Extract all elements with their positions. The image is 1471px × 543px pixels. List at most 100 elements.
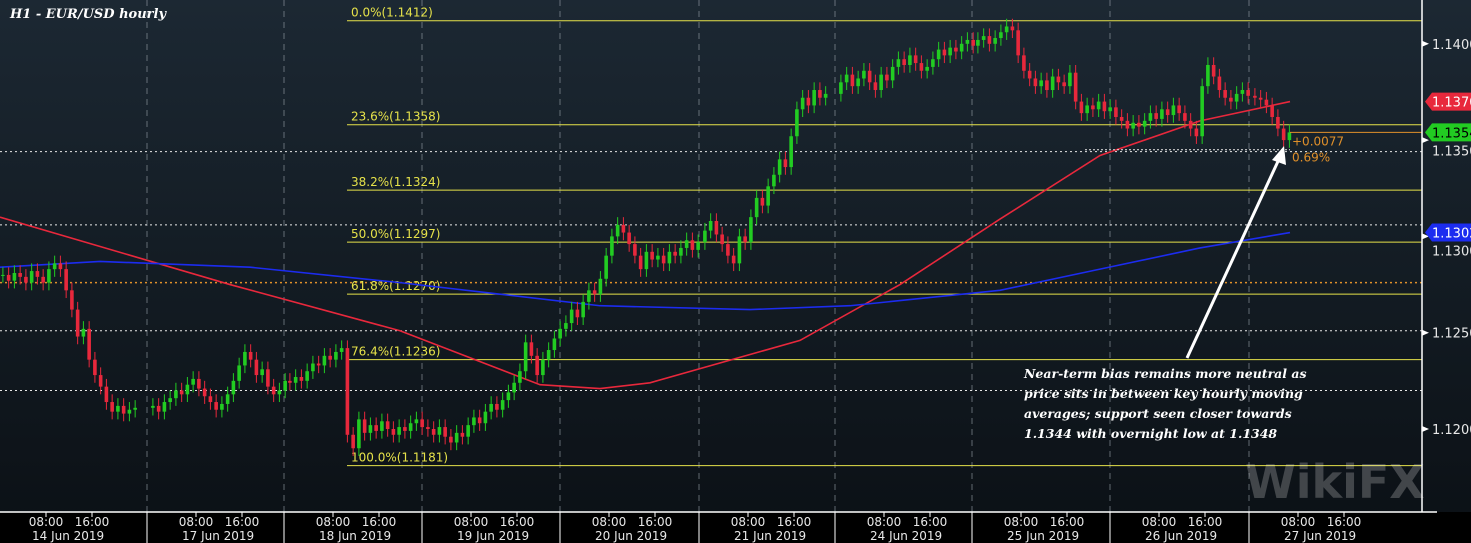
candle-body (368, 425, 373, 433)
y-tick-label: 1.1250 (1432, 327, 1471, 342)
candle-body (1027, 70, 1032, 79)
candle-body (1177, 105, 1181, 114)
candle-body (971, 39, 975, 46)
candle-body (98, 375, 103, 387)
candle-body (754, 197, 759, 218)
candle-body (1022, 55, 1026, 71)
candle-body (931, 59, 935, 67)
x-date-label: 21 Jun 2019 (734, 529, 806, 543)
candle-body (1119, 116, 1124, 121)
candle-body (856, 78, 860, 87)
x-hour-label: 08:00 (731, 515, 766, 529)
candle-body (633, 244, 637, 256)
x-hour-label: 16:00 (1188, 515, 1223, 529)
candle-body (999, 32, 1003, 39)
candle-body (976, 39, 980, 46)
candle-body (783, 159, 788, 168)
candle-body (661, 255, 666, 264)
candle-body (237, 365, 241, 381)
x-hour-label: 08:00 (1004, 515, 1039, 529)
candle-body (75, 309, 80, 337)
candle-body (529, 342, 534, 356)
candle-body (720, 234, 724, 245)
candle-body (225, 394, 230, 404)
candle-body (862, 70, 866, 79)
candle-body (703, 230, 707, 243)
candle-body (604, 255, 608, 279)
candle-body (993, 38, 997, 44)
candle-body (214, 402, 218, 410)
candle-body (18, 272, 22, 277)
candle-body (431, 429, 436, 435)
x-hour-label: 16:00 (1327, 515, 1362, 529)
blue-moving-average (0, 231, 1291, 311)
candle-body (477, 417, 482, 424)
candle-body (41, 276, 45, 283)
candle-body (818, 90, 822, 98)
fib-label: 38.2%(1.1324) (351, 175, 440, 189)
candle-body (541, 359, 545, 376)
fib-label: 76.4%(1.1236) (351, 345, 440, 359)
candle-body (867, 70, 872, 83)
candle-body (328, 355, 332, 360)
candle-body (981, 36, 986, 40)
candle-body (1125, 120, 1130, 129)
candle-body (1137, 122, 1141, 127)
candle-body (902, 59, 906, 65)
candle-body (58, 263, 63, 270)
candle-body (52, 263, 57, 270)
candle-body (81, 328, 86, 337)
candle-body (925, 66, 929, 71)
y-tick-label: 1.1400 (1432, 38, 1471, 53)
candle-body (844, 74, 849, 83)
candle-body (460, 432, 465, 437)
candle-body (684, 240, 689, 248)
candle-body (1217, 76, 1222, 91)
candle-body (839, 82, 843, 94)
candle-body (823, 93, 828, 98)
candle-body (610, 236, 614, 256)
candle-body (351, 434, 355, 449)
candle-body (1160, 109, 1164, 119)
candle-body (208, 396, 213, 403)
x-date-label: 17 Jun 2019 (182, 529, 254, 543)
candle-body (800, 97, 805, 110)
candle-body (299, 376, 304, 381)
candle-body (260, 369, 264, 376)
candle-body (896, 59, 901, 67)
fib-label: 50.0%(1.1297) (351, 227, 440, 241)
candle-body (850, 74, 855, 87)
candle-body (403, 427, 407, 431)
candle-body (518, 371, 522, 383)
candle-body (1246, 90, 1250, 96)
candle-body (908, 55, 912, 65)
candle-body (1062, 82, 1066, 87)
candle-body (248, 351, 253, 360)
candle-body (322, 355, 327, 366)
candle-body (959, 43, 964, 52)
candle-body (483, 411, 488, 424)
candle-body (426, 427, 430, 429)
candle-body (70, 290, 74, 310)
candle-body (500, 400, 505, 410)
candle-body (1004, 26, 1009, 33)
candle-body (93, 359, 97, 376)
x-date-label: 20 Jun 2019 (595, 529, 667, 543)
candle-body (954, 47, 958, 52)
red-moving-average (0, 100, 1291, 390)
candle-body (133, 407, 137, 410)
annotation-arrow (1185, 156, 1282, 359)
candle-body (374, 425, 378, 431)
candle-body (587, 290, 591, 302)
candle-body (454, 432, 459, 443)
candle-body (1188, 120, 1193, 129)
price-change: +0.0077 (1292, 134, 1344, 148)
candle-body (679, 247, 683, 256)
chart-title: H1 - EUR/USD hourly (10, 7, 167, 22)
candle-body (581, 301, 585, 318)
fib-label: 100.0%(1.1181) (351, 451, 448, 465)
candle-body (1085, 105, 1089, 114)
candle-body (1234, 93, 1239, 102)
candle-body (1068, 72, 1072, 87)
